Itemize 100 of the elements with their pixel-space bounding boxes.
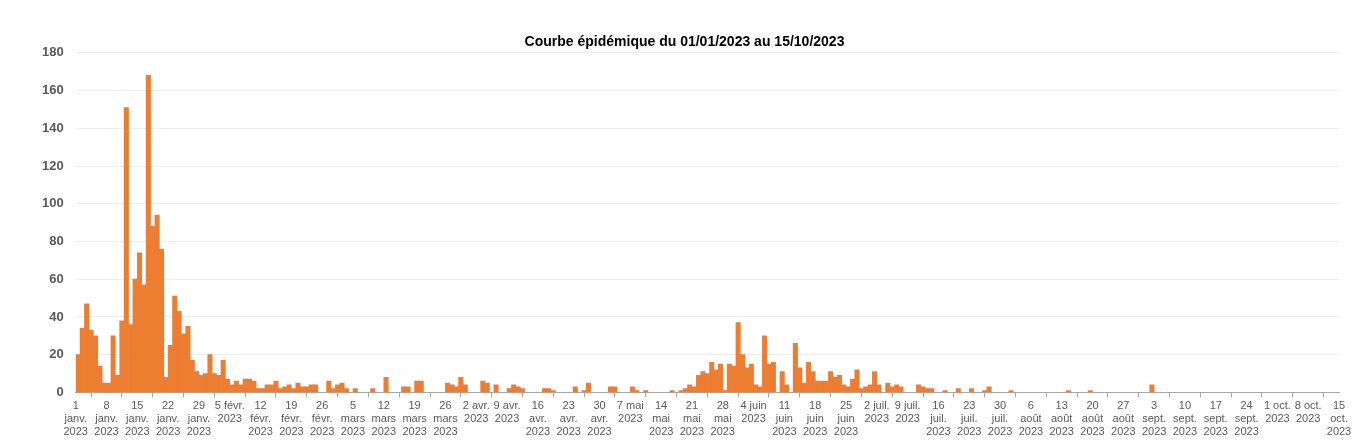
bar [352, 388, 358, 393]
bar [445, 382, 451, 393]
x-tick-label: 15 janv. 2023 [125, 399, 150, 438]
bar [898, 386, 904, 393]
bar [929, 388, 935, 393]
x-tick-label: 16 avr. 2023 [525, 399, 551, 438]
x-tick-label: 23 avr. 2023 [556, 399, 581, 438]
x-tick-label: 24 sept. 2023 [1234, 399, 1259, 438]
bar [572, 386, 578, 393]
bar [700, 371, 706, 393]
bar [836, 375, 842, 393]
x-tick-label: 27 août 2023 [1111, 399, 1136, 438]
bar [84, 303, 90, 393]
bar [172, 295, 178, 393]
x-tick-label: 7 mai 2023 [616, 399, 644, 425]
bar [718, 363, 724, 393]
x-tick-label: 6 août 2023 [1018, 399, 1044, 438]
bar [110, 335, 116, 393]
bar [313, 384, 319, 393]
bar [770, 361, 776, 393]
bar [339, 382, 345, 393]
bar [550, 390, 556, 393]
x-tick-label: 22 janv. 2023 [155, 399, 181, 438]
x-tick-label: 30 avr. 2023 [587, 399, 612, 438]
bar [629, 386, 636, 393]
bar [295, 382, 301, 393]
x-tick-label: 19 févr. 2023 [279, 399, 304, 438]
bar [643, 390, 649, 393]
y-tick-label: 180 [41, 44, 64, 60]
bar [458, 376, 464, 393]
y-tick-label: 120 [41, 157, 64, 173]
bar [585, 382, 592, 393]
bar [942, 390, 948, 393]
bar [863, 386, 869, 393]
y-tick-label: 160 [41, 82, 64, 98]
bar [634, 390, 640, 393]
x-tick-label: 18 juin 2023 [802, 399, 828, 438]
bar [872, 371, 878, 393]
bar [519, 388, 525, 393]
bar [383, 376, 389, 393]
bar [1149, 384, 1155, 393]
bar [493, 384, 499, 393]
x-tick-label: 4 juin 2023 [740, 399, 767, 425]
x-tick-label: 20 août 2023 [1080, 399, 1105, 438]
bar [854, 369, 860, 393]
bar [819, 380, 825, 393]
bar [612, 386, 618, 393]
bar [273, 380, 279, 393]
bar [326, 380, 332, 393]
x-tick-label: 26 févr. 2023 [309, 399, 335, 438]
bar [1087, 390, 1093, 393]
x-tick-label: 10 sept. 2023 [1172, 399, 1198, 438]
bar [885, 382, 891, 393]
x-tick-label: 26 mars 2023 [433, 399, 459, 438]
bar [304, 386, 310, 393]
bar [123, 107, 129, 393]
bar [916, 384, 922, 393]
x-tick-label: 8 janv. 2023 [94, 399, 119, 438]
x-tick-label: 12 févr. 2023 [248, 399, 273, 438]
bar [687, 384, 693, 393]
bar [370, 388, 376, 393]
bar [418, 380, 424, 393]
x-tick-label: 23 juil. 2023 [957, 399, 982, 438]
bar [185, 326, 191, 393]
bar [515, 386, 521, 393]
x-tick-label: 5 févr. 2023 [214, 399, 245, 425]
x-tick-label: 12 mars 2023 [371, 399, 397, 438]
bar [251, 380, 257, 393]
y-tick-label: 100 [41, 195, 64, 211]
x-tick-label: 9 juil. 2023 [894, 399, 921, 425]
bar [762, 335, 768, 393]
bar [414, 380, 420, 393]
bar [982, 390, 988, 393]
y-tick-label: 20 [49, 346, 64, 362]
bar [405, 386, 411, 393]
y-tick-label: 140 [41, 119, 64, 135]
bar [986, 386, 992, 393]
x-tick-label: 13 août 2023 [1049, 399, 1074, 438]
x-tick-label: 3 sept. 2023 [1141, 399, 1167, 438]
x-tick-label: 19 mars 2023 [402, 399, 428, 438]
bar [282, 386, 288, 393]
x-tick-label: 21 mai 2023 [679, 399, 705, 438]
bar [207, 354, 213, 393]
x-tick-label: 15 oct. 2023 [1326, 399, 1352, 438]
bar [955, 388, 961, 393]
x-tick-label: 17 sept. 2023 [1203, 399, 1228, 438]
bar [920, 386, 926, 393]
y-tick-label: 0 [56, 383, 64, 399]
x-tick-label: 25 juin 2023 [833, 399, 859, 438]
bar [260, 388, 266, 393]
x-tick-label: 9 avr. 2023 [493, 399, 521, 425]
x-tick-label: 2 avr. 2023 [462, 399, 490, 425]
y-tick-label: 60 [49, 270, 64, 286]
x-tick-label: 2 juil. 2023 [863, 399, 890, 425]
y-tick-label: 80 [49, 233, 64, 249]
chart-title: Courbe épidémique du 01/01/2023 au 15/10/2023 [524, 33, 845, 50]
bar [1008, 390, 1014, 393]
bar [968, 388, 974, 393]
bar [709, 361, 715, 393]
bar [220, 360, 226, 393]
